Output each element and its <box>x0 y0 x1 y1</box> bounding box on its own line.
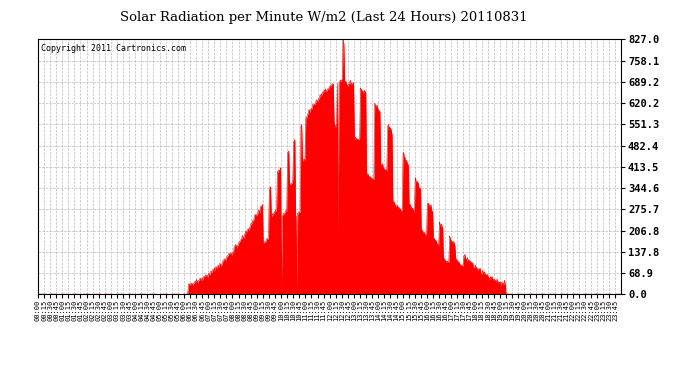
Text: Copyright 2011 Cartronics.com: Copyright 2011 Cartronics.com <box>41 45 186 54</box>
Text: Solar Radiation per Minute W/m2 (Last 24 Hours) 20110831: Solar Radiation per Minute W/m2 (Last 24… <box>121 11 528 24</box>
